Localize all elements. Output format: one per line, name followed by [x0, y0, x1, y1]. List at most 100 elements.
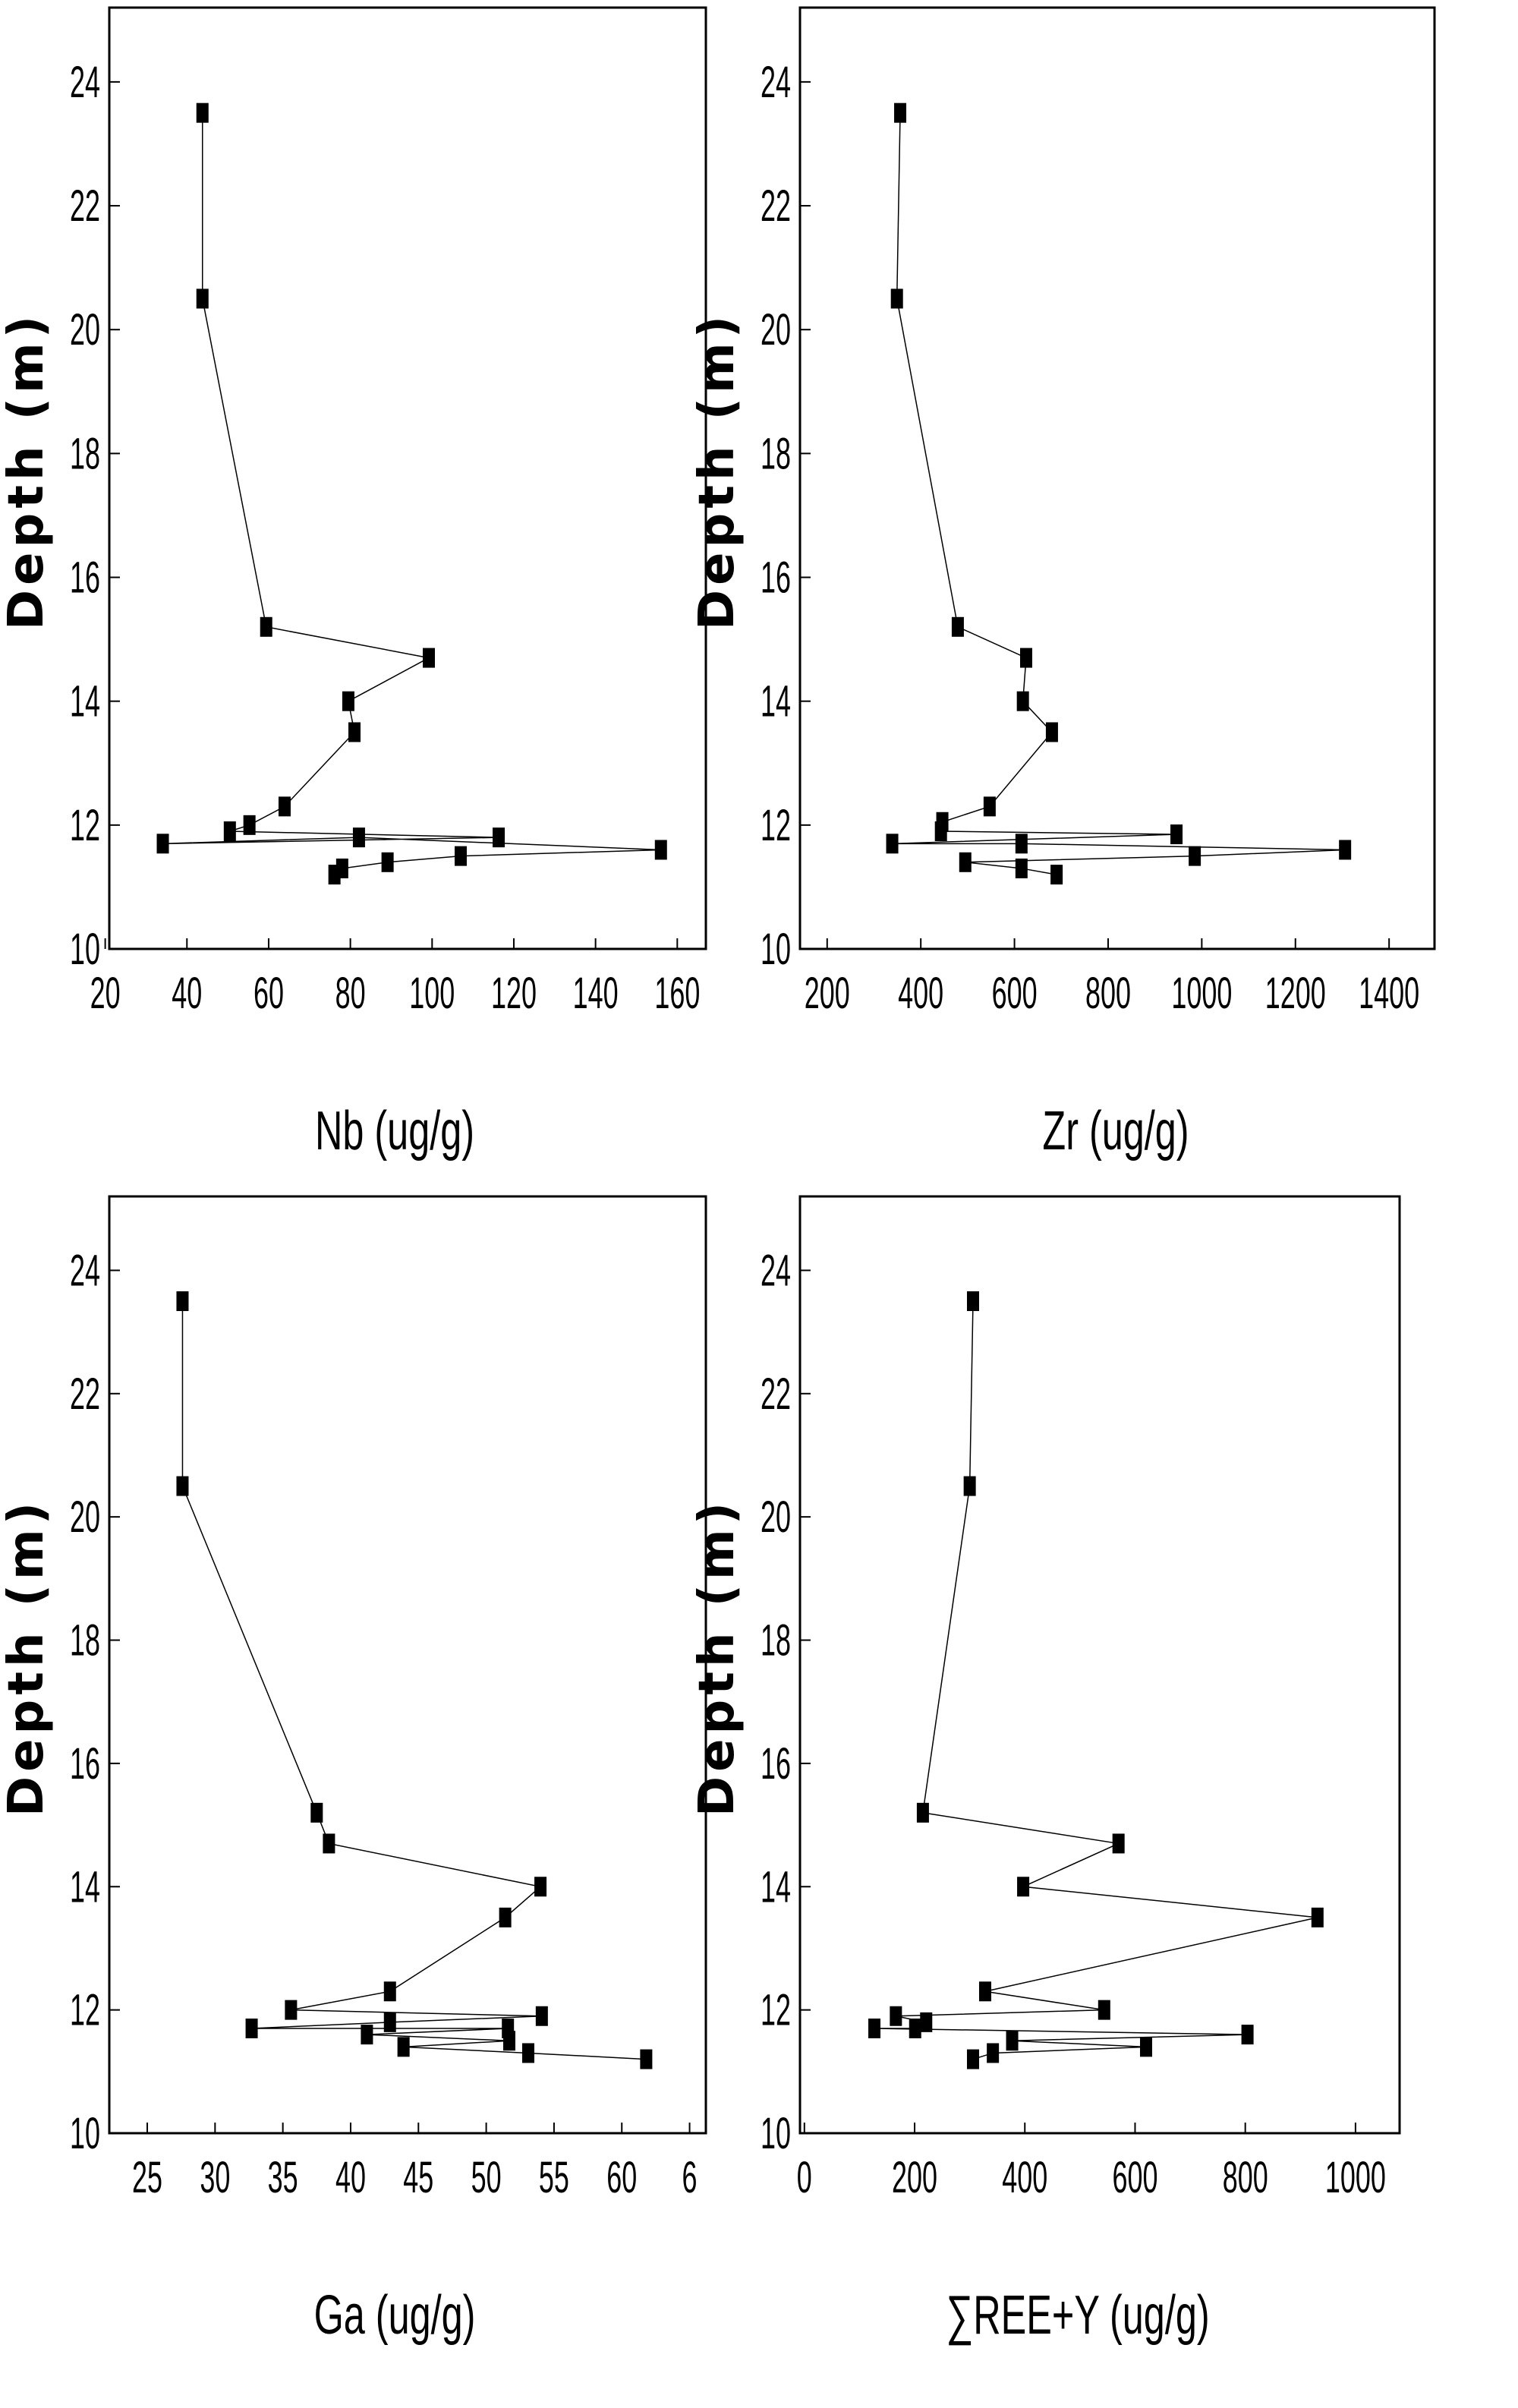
x-tick-label: 1400	[1359, 969, 1419, 1018]
data-point	[156, 834, 169, 854]
x-tick-label: 1000	[1171, 969, 1232, 1018]
data-point	[176, 1291, 189, 1312]
y-tick-label: 18	[70, 1616, 100, 1666]
data-point	[342, 691, 354, 711]
data-point	[654, 840, 667, 860]
x-tick-label: 400	[1002, 2153, 1047, 2202]
x-tick-label: 40	[172, 969, 202, 1018]
data-point	[1045, 722, 1058, 742]
y-axis-label: Depth (m)	[0, 311, 55, 630]
y-tick-group: 16	[70, 1739, 100, 1789]
x-tick-group: 800	[1085, 969, 1131, 1018]
data-point	[328, 865, 341, 885]
x-tick-group: 800	[1223, 2153, 1268, 2202]
y-tick-label: 24	[70, 1247, 100, 1296]
x-axis-label: Zr (ug/g)	[1042, 1101, 1189, 1161]
y-tick-label: 10	[761, 2109, 791, 2158]
y-tick-group: 24	[761, 1247, 791, 1296]
x-tick-group: 600	[1112, 2153, 1157, 2202]
y-tick-group: 20	[70, 306, 100, 355]
y-tick-group: 22	[761, 1369, 791, 1419]
data-point	[243, 815, 256, 835]
data-line	[181, 1301, 647, 2060]
x-tick-label: 30	[200, 2153, 230, 2202]
data-point	[920, 2012, 933, 2032]
x-tick-label: 200	[805, 969, 850, 1018]
data-point	[1050, 865, 1063, 885]
x-tick-group: 140	[573, 969, 619, 1018]
data-point	[1170, 824, 1183, 845]
y-tick-group: 24	[70, 58, 100, 107]
data-point	[260, 616, 272, 637]
y-tick-group: 18	[70, 1616, 100, 1666]
data-point	[963, 1476, 976, 1496]
y-tick-label: 20	[761, 306, 791, 355]
plot-frame	[108, 1195, 707, 2135]
x-tick-label: 140	[573, 969, 619, 1018]
data-point	[1006, 2031, 1019, 2051]
x-tick-label: 6	[682, 2153, 698, 2202]
x-tick-group: 60	[254, 969, 284, 1018]
y-tick-group: 24	[70, 1247, 100, 1296]
x-tick-group: 50	[471, 2153, 502, 2202]
data-point	[894, 102, 907, 123]
data-line	[874, 1300, 1318, 2060]
x-tick-group: 400	[1002, 2153, 1047, 2202]
data-line	[162, 112, 661, 875]
y-tick-label: 24	[70, 58, 100, 107]
y-tick-label: 22	[70, 1369, 100, 1419]
data-point	[1112, 1833, 1125, 1854]
x-tick-group: 100	[409, 969, 455, 1018]
y-tick-group: 22	[70, 1369, 100, 1419]
data-point	[361, 2025, 373, 2045]
x-tick-group: 80	[335, 969, 366, 1018]
data-point	[890, 2006, 902, 2026]
x-tick-group: 60	[606, 2153, 637, 2202]
data-point	[987, 2043, 1000, 2063]
x-tick-group: 120	[491, 969, 537, 1018]
y-tick-label: 10	[70, 925, 100, 974]
x-tick-group: 1200	[1265, 969, 1326, 1018]
data-point	[966, 1291, 979, 1312]
data-point	[1339, 840, 1352, 860]
x-tick-label: 60	[254, 969, 284, 1018]
y-tick-label: 12	[761, 1986, 791, 2035]
y-tick-group: 14	[70, 1863, 100, 1912]
data-point	[1098, 2000, 1110, 2020]
x-axis-label: Nb (ug/g)	[315, 1101, 474, 1161]
data-point	[381, 852, 394, 872]
y-tick-label: 12	[70, 801, 100, 850]
x-tick-group: 40	[335, 2153, 366, 2202]
y-tick-group: 12	[70, 801, 100, 850]
x-tick-label: 800	[1223, 2153, 1268, 2202]
x-axis-label: ∑REE+Y (ug/g)	[946, 2285, 1209, 2346]
y-tick-label: 22	[761, 1369, 791, 1419]
x-tick-group: 40	[172, 969, 202, 1018]
y-axis-label-group: Depth (m)	[689, 311, 745, 630]
x-tick-label: 60	[606, 2153, 637, 2202]
data-point	[966, 2049, 979, 2069]
y-tick-label: 24	[761, 1247, 791, 1296]
data-point	[909, 2018, 921, 2038]
data-point	[1015, 858, 1028, 878]
data-point	[278, 796, 291, 817]
x-tick-label: 800	[1085, 969, 1131, 1018]
y-tick-group: 12	[70, 1986, 100, 2035]
data-point	[196, 288, 209, 309]
x-axis-label-group: Nb (ug/g)	[315, 1101, 474, 1161]
x-tick-group: 25	[132, 2153, 162, 2202]
x-tick-label: 80	[335, 969, 366, 1018]
data-point	[978, 1981, 991, 2002]
x-tick-group: 0	[797, 2153, 812, 2202]
data-point	[890, 288, 903, 309]
y-tick-label: 22	[70, 181, 100, 231]
data-line	[892, 112, 1346, 875]
data-point	[196, 102, 209, 123]
x-tick-label: 100	[409, 969, 455, 1018]
y-tick-group: 14	[761, 677, 791, 726]
data-point	[348, 722, 361, 742]
y-tick-label: 10	[761, 925, 791, 974]
x-tick-label: 35	[268, 2153, 298, 2202]
x-tick-label: 600	[1112, 2153, 1157, 2202]
